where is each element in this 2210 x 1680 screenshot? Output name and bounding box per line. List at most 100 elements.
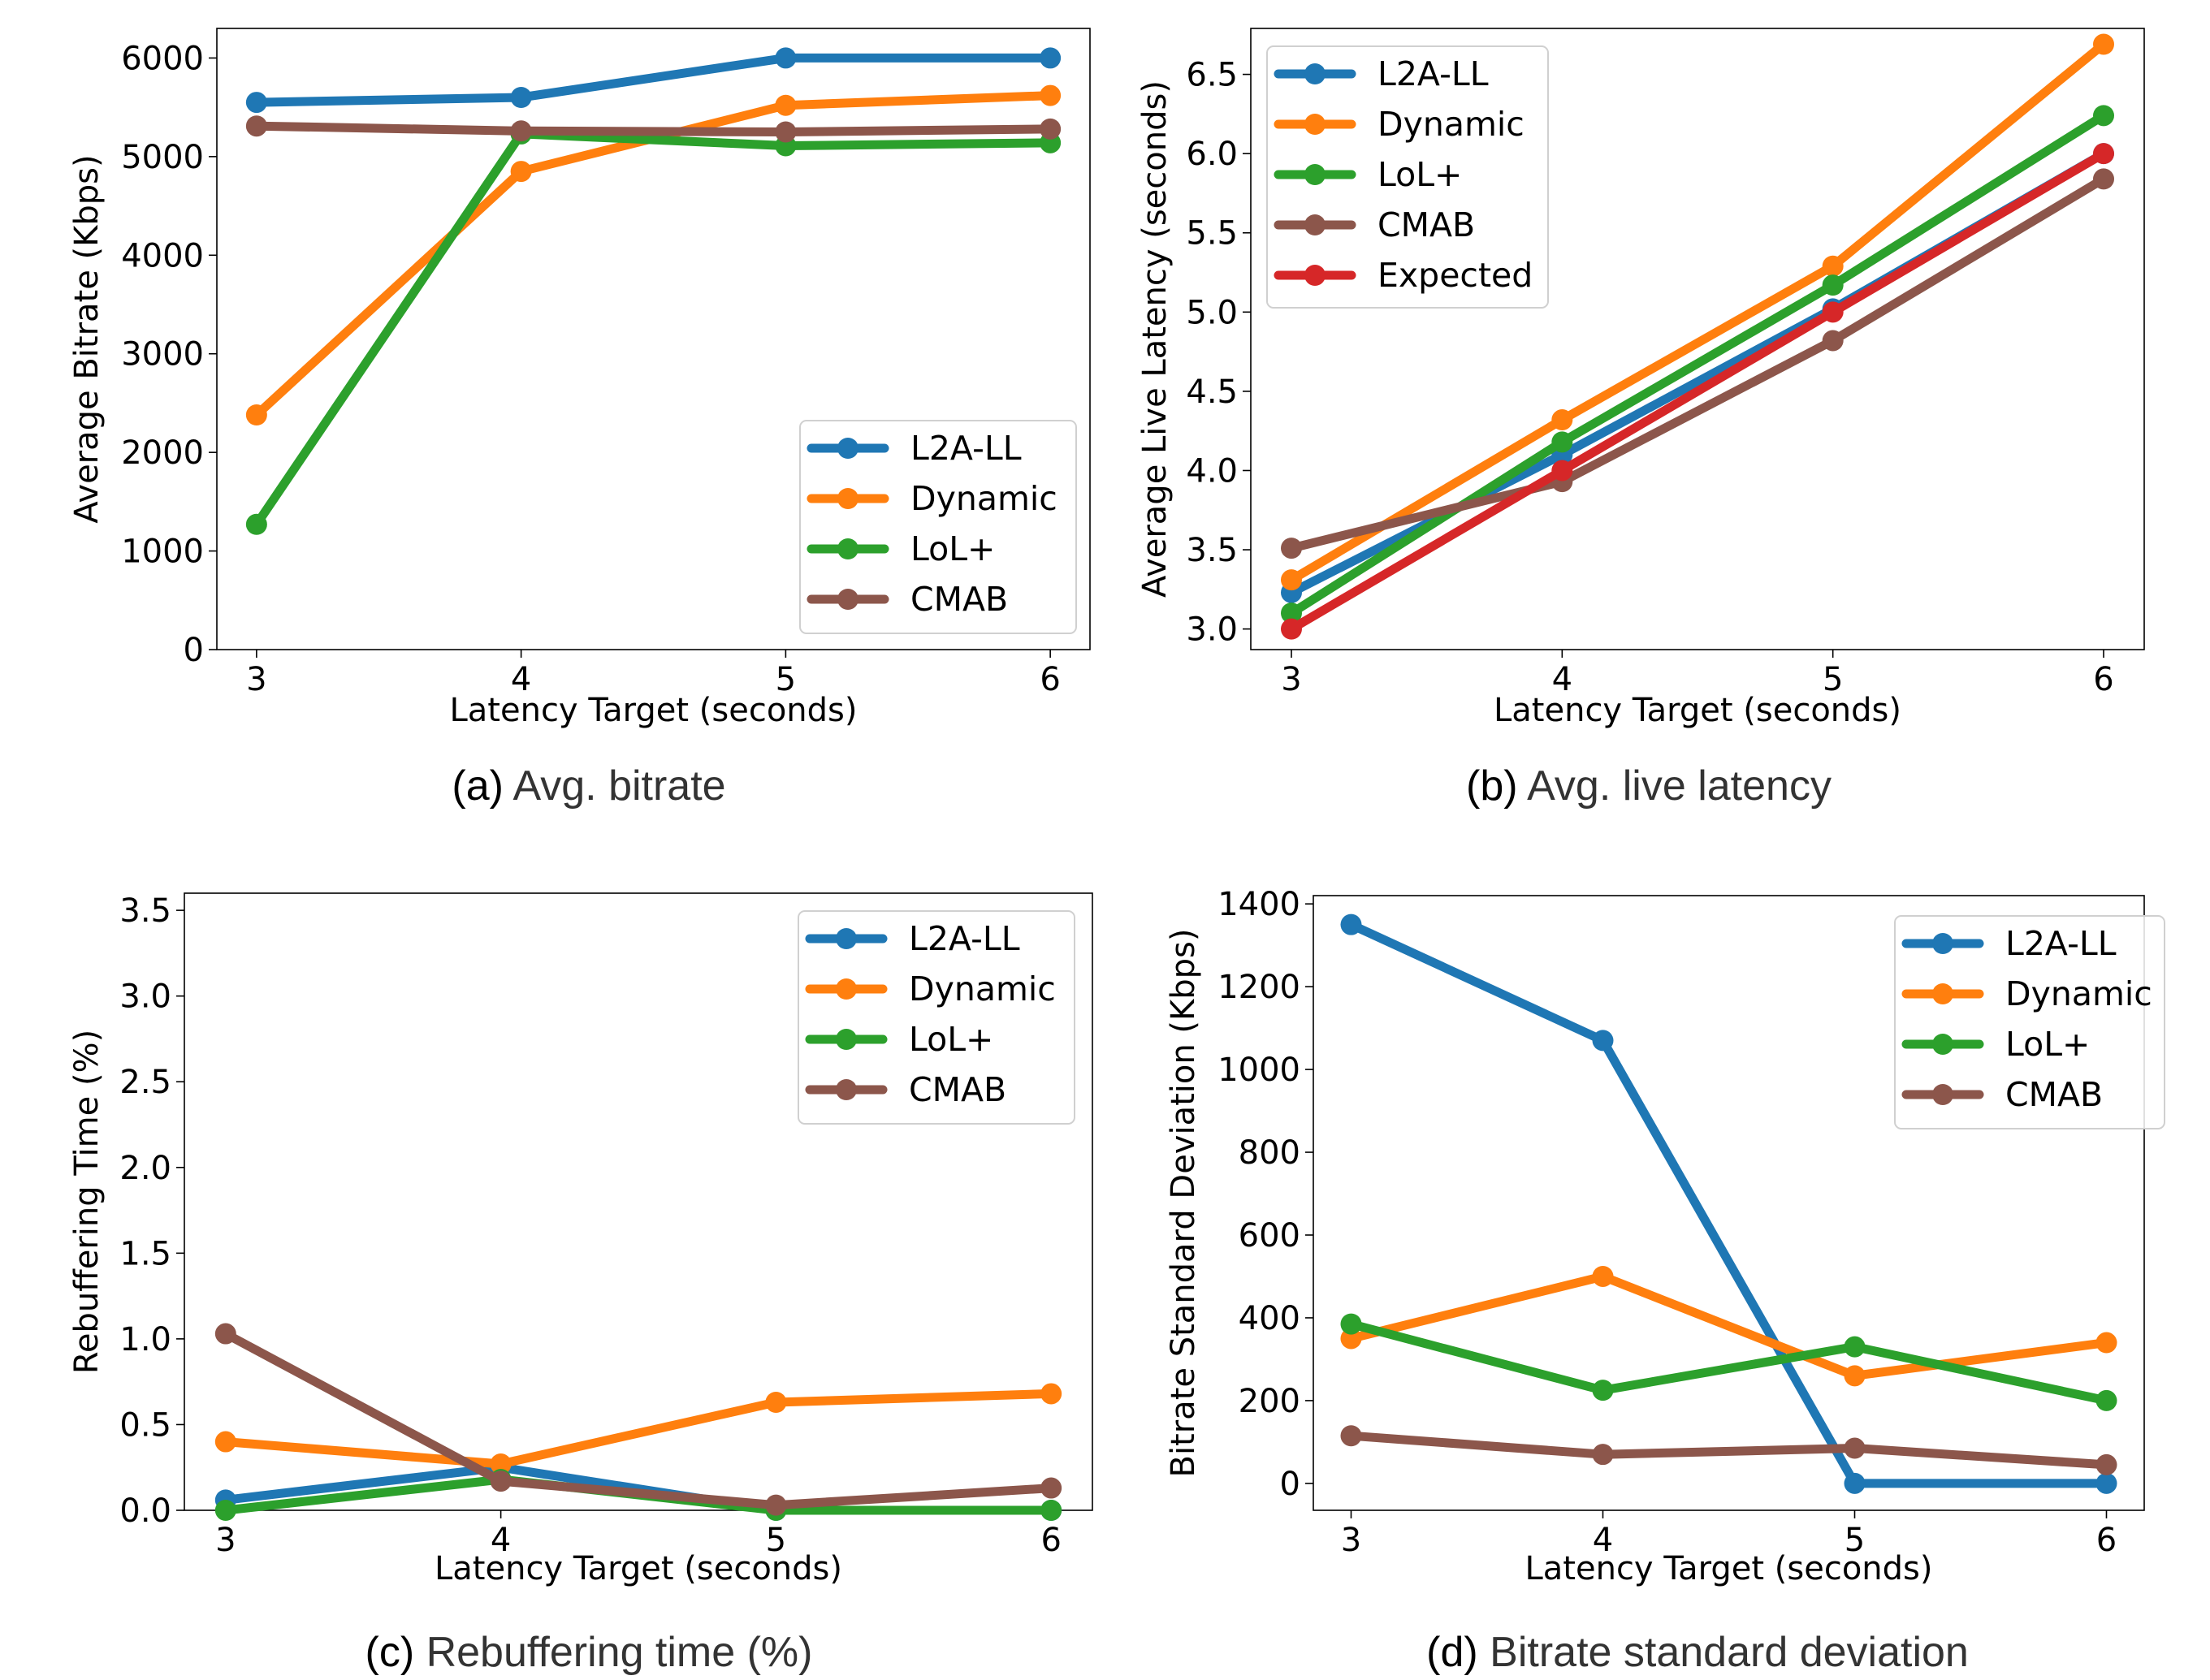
legend-marker <box>1304 265 1326 286</box>
data-point <box>1551 409 1573 431</box>
caption-text: Avg. bitrate <box>504 762 726 810</box>
legend-marker <box>1932 983 1953 1004</box>
data-point <box>1340 1328 1362 1350</box>
data-point <box>775 47 797 69</box>
y-tick-label: 2.5 <box>119 1064 171 1101</box>
y-tick-label: 3.0 <box>1186 611 1238 649</box>
y-tick-label: 2000 <box>121 434 204 472</box>
x-tick-label: 3 <box>1281 661 1301 698</box>
legend: L2A-LL Dynamic LoL+ CMAB Expected <box>1266 45 1549 309</box>
data-point <box>2093 33 2114 55</box>
data-point <box>1844 1472 1866 1494</box>
data-point <box>2093 168 2114 190</box>
panel-d: 0 200 400 600 800 1000 1200 1400 3 4 5 6 Latency Tar… <box>1165 886 2165 1676</box>
legend-marker <box>837 488 858 509</box>
caption-text: Rebuffering time (%) <box>414 1629 812 1676</box>
y-tick-label: 6.5 <box>1186 57 1238 94</box>
y-axis-label: Bitrate Standard Deviation (Kbps) <box>1165 929 1202 1478</box>
y-tick-label: 3000 <box>121 336 204 374</box>
x-tick-label: 5 <box>1823 661 1843 698</box>
data-point <box>245 513 267 535</box>
legend-label: L2A-LL <box>1377 54 1489 93</box>
x-tick-label: 4 <box>1552 661 1572 698</box>
data-point <box>1551 460 1573 482</box>
y-tick-label: 3.0 <box>119 978 171 1016</box>
data-point <box>1844 1437 1866 1459</box>
x-tick-label: 6 <box>1040 1522 1061 1559</box>
y-tick-label: 400 <box>1239 1300 1300 1337</box>
x-tick-label: 6 <box>2096 1522 2117 1559</box>
legend-label: Dynamic <box>1377 105 1525 144</box>
plot-frame <box>1250 28 2145 650</box>
x-tick-label: 3 <box>215 1522 236 1559</box>
data-point <box>2095 1332 2117 1354</box>
data-point <box>510 120 532 142</box>
legend-label: Dynamic <box>909 970 1056 1008</box>
y-tick-label: 1400 <box>1217 886 1300 923</box>
series-line-dynamic <box>221 1388 1056 1469</box>
y-tick-label: 6000 <box>121 40 204 77</box>
caption-text: Bitrate standard deviation <box>1478 1629 1969 1676</box>
panel-caption: (c) Rebuffering time (%) <box>365 1629 813 1676</box>
x-axis-label: Latency Target (seconds) <box>1525 1550 1933 1587</box>
x-tick-label: 3 <box>1341 1522 1361 1559</box>
series-line-lol- <box>1347 1319 2111 1406</box>
y-tick-label: 600 <box>1239 1217 1300 1255</box>
y-tick-label: 4.5 <box>1186 374 1238 411</box>
data-point <box>510 87 532 108</box>
data-point <box>765 1392 787 1413</box>
legend: L2A-LL Dynamic LoL+ CMAB <box>1894 915 2165 1129</box>
data-point <box>490 1453 512 1475</box>
data-point <box>2095 1389 2117 1411</box>
data-point <box>2095 1472 2117 1494</box>
data-point <box>1340 1313 1362 1335</box>
legend-frame <box>798 910 1075 1125</box>
data-point <box>1822 301 1844 323</box>
data-point <box>1281 538 1302 559</box>
series-line-cmab <box>221 1329 1056 1510</box>
data-point <box>510 161 532 183</box>
data-point <box>2095 1453 2117 1475</box>
x-tick-label: 4 <box>491 1522 511 1559</box>
y-tick-label: 1200 <box>1217 969 1300 1006</box>
data-point <box>214 1500 236 1521</box>
data-point <box>1822 330 1844 352</box>
legend-marker <box>837 438 858 459</box>
series-line-lol- <box>1287 110 2108 618</box>
panel-caption: (d) Bitrate standard deviation <box>1426 1629 1969 1676</box>
x-tick-label: 5 <box>1845 1522 1865 1559</box>
y-tick-label: 1000 <box>121 533 204 571</box>
series-line-cmab <box>1347 1431 2111 1470</box>
x-tick-label: 6 <box>2093 661 2113 698</box>
y-tick-label: 2.0 <box>119 1150 171 1187</box>
legend-frame <box>1266 45 1549 309</box>
data-point <box>1822 274 1844 296</box>
data-point <box>775 94 797 116</box>
data-point <box>214 1323 236 1345</box>
y-tick-label: 3.5 <box>119 892 171 930</box>
y-tick-label: 1000 <box>1217 1052 1300 1089</box>
legend-marker <box>1304 164 1326 185</box>
y-tick-label: 0.5 <box>119 1406 171 1444</box>
y-axis-label: Rebuffering Time (%) <box>68 1030 106 1374</box>
legend-label: Expected <box>1377 256 1533 295</box>
y-tick-label: 1.5 <box>119 1235 171 1272</box>
data-point <box>1551 431 1573 453</box>
x-tick-label: 3 <box>246 661 266 698</box>
legend-marker <box>1304 63 1326 84</box>
data-point <box>245 115 267 137</box>
data-point <box>1040 84 1062 106</box>
legend-marker <box>836 1079 857 1100</box>
data-point <box>245 92 267 114</box>
plot-frame <box>184 892 1093 1511</box>
legend-marker <box>837 538 858 559</box>
legend: L2A-LL Dynamic LoL+ CMAB <box>798 910 1075 1125</box>
data-point <box>2093 105 2114 127</box>
caption-letter: (a) <box>452 762 504 810</box>
data-point <box>1040 1500 1062 1521</box>
legend-label: CMAB <box>1377 205 1475 244</box>
series-line-cmab <box>1287 174 2108 553</box>
data-point <box>245 404 267 425</box>
legend-label: LoL+ <box>910 529 995 568</box>
y-tick-label: 6.0 <box>1186 136 1238 173</box>
